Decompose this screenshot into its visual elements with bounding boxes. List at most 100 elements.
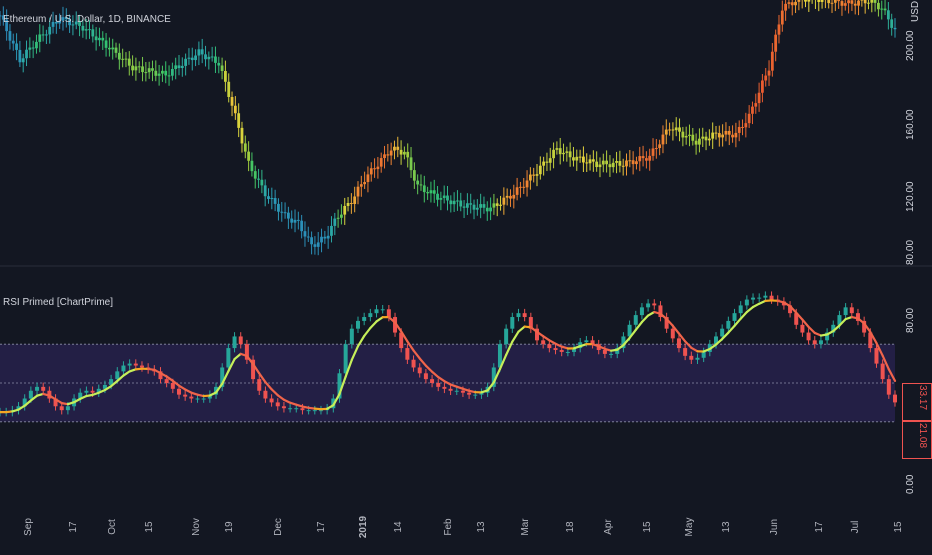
rsi-candle[interactable] [270, 399, 274, 403]
price-candle[interactable] [144, 72, 147, 73]
rsi-candle[interactable] [640, 307, 644, 315]
rsi-candle[interactable] [165, 379, 169, 383]
rsi-candle[interactable] [652, 303, 656, 305]
price-candle[interactable] [592, 159, 595, 161]
price-candle[interactable] [38, 34, 41, 41]
price-candle[interactable] [115, 48, 118, 53]
rsi-candle[interactable] [726, 321, 730, 329]
rsi-candle[interactable] [171, 383, 175, 389]
price-candle[interactable] [582, 157, 585, 163]
price-candle[interactable] [791, 2, 794, 5]
price-candle[interactable] [841, 1, 844, 6]
price-candle[interactable] [529, 175, 532, 181]
price-candle[interactable] [297, 220, 300, 221]
price-candle[interactable] [121, 59, 124, 60]
price-candle[interactable] [284, 212, 287, 213]
price-candle[interactable] [741, 127, 744, 128]
price-candle[interactable] [778, 24, 781, 34]
price-candle[interactable] [32, 48, 35, 49]
price-candle[interactable] [851, 0, 854, 3]
price-candle[interactable] [28, 48, 31, 50]
price-candle[interactable] [711, 133, 714, 139]
rsi-candle[interactable] [541, 340, 545, 344]
price-candle[interactable] [877, 3, 880, 9]
price-candle[interactable] [164, 71, 167, 76]
price-candle[interactable] [483, 204, 486, 208]
rsi-candle[interactable] [881, 364, 885, 380]
rsi-candle[interactable] [683, 348, 687, 356]
rsi-candle[interactable] [412, 360, 416, 368]
rsi-candle[interactable] [35, 387, 39, 391]
price-candle[interactable] [844, 3, 847, 6]
price-candle[interactable] [128, 59, 131, 66]
price-candle[interactable] [536, 174, 539, 176]
rsi-candle[interactable] [368, 313, 372, 317]
price-candle[interactable] [413, 170, 416, 180]
price-candle[interactable] [867, 3, 870, 4]
rsi-candle[interactable] [757, 298, 761, 299]
price-candle[interactable] [211, 56, 214, 57]
price-candle[interactable] [715, 133, 718, 134]
rsi-candle[interactable] [745, 300, 749, 306]
price-candle[interactable] [635, 161, 638, 164]
price-candle[interactable] [493, 203, 496, 207]
price-candle[interactable] [516, 187, 519, 195]
price-candle[interactable] [171, 69, 174, 76]
price-candle[interactable] [330, 226, 333, 236]
price-candle[interactable] [304, 231, 307, 236]
price-candle[interactable] [403, 152, 406, 155]
price-candle[interactable] [323, 237, 326, 239]
rsi-candle[interactable] [739, 305, 743, 313]
price-candle[interactable] [476, 208, 479, 210]
price-candle[interactable] [559, 148, 562, 154]
price-candle[interactable] [95, 36, 98, 40]
rsi-candle[interactable] [29, 391, 33, 399]
price-candle[interactable] [638, 156, 641, 161]
price-candle[interactable] [161, 71, 164, 74]
price-candle[interactable] [466, 203, 469, 208]
price-candle[interactable] [821, 0, 824, 2]
price-candle[interactable] [376, 167, 379, 169]
price-candle[interactable] [797, 0, 800, 2]
price-candle[interactable] [788, 2, 791, 4]
rsi-candle[interactable] [844, 307, 848, 315]
rsi-candle[interactable] [84, 391, 88, 393]
price-candle[interactable] [652, 148, 655, 155]
rsi-candle[interactable] [584, 340, 588, 342]
price-candle[interactable] [174, 65, 177, 69]
price-candle[interactable] [894, 28, 897, 29]
price-candle[interactable] [280, 212, 283, 213]
rsi-candle[interactable] [66, 406, 70, 410]
price-candle[interactable] [224, 71, 227, 82]
price-candle[interactable] [685, 136, 688, 138]
price-candle[interactable] [761, 80, 764, 92]
rsi-candle[interactable] [226, 348, 230, 367]
price-candle[interactable] [642, 156, 645, 158]
rsi-candle[interactable] [646, 303, 650, 307]
rsi-candle[interactable] [121, 366, 125, 372]
price-candle[interactable] [12, 41, 15, 44]
price-candle[interactable] [247, 152, 250, 161]
rsi-candle[interactable] [695, 358, 699, 360]
price-candle[interactable] [489, 208, 492, 212]
price-candle[interactable] [605, 161, 608, 165]
price-candle[interactable] [615, 161, 618, 163]
price-candle[interactable] [708, 139, 711, 141]
price-candle[interactable] [320, 237, 323, 243]
price-candle[interactable] [589, 159, 592, 163]
rsi-candle[interactable] [671, 329, 675, 339]
rsi-candle[interactable] [733, 313, 737, 321]
price-candle[interactable] [234, 106, 237, 114]
price-candle[interactable] [221, 65, 224, 70]
price-candle[interactable] [436, 194, 439, 200]
price-candle[interactable] [214, 56, 217, 62]
price-candle[interactable] [310, 237, 313, 244]
rsi-candle[interactable] [115, 371, 119, 379]
price-candle[interactable] [456, 200, 459, 201]
price-candle[interactable] [768, 71, 771, 76]
price-candle[interactable] [658, 144, 661, 148]
rsi-candle[interactable] [874, 348, 878, 364]
price-candle[interactable] [506, 196, 509, 198]
price-candle[interactable] [35, 42, 38, 48]
